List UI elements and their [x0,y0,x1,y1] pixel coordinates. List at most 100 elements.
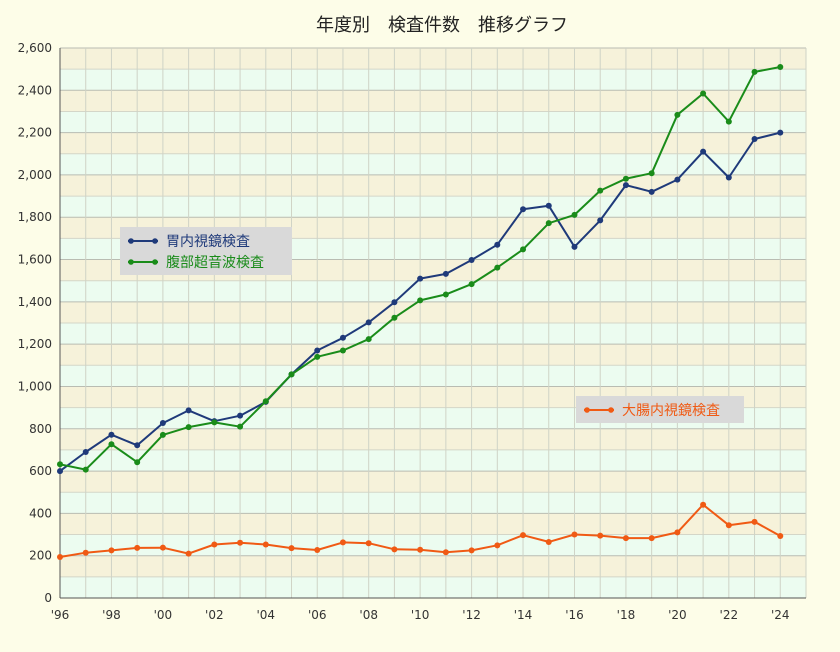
data-point [417,546,424,553]
plot-band [60,449,806,472]
data-point [57,461,63,468]
data-point [520,206,527,213]
legend-label: 胃内視鏡検査 [166,234,250,250]
data-point [545,220,552,227]
data-point [648,535,655,542]
data-point [339,334,346,341]
data-point [442,291,449,298]
data-point [417,275,424,282]
data-point [134,459,141,466]
legend-swatch-marker [584,407,590,413]
data-point [159,544,166,551]
data-point [751,135,758,142]
data-point [725,174,732,181]
legend-item: 大腸内視鏡検査 [584,403,720,419]
data-point [185,407,192,414]
x-tick-label: '02 [205,608,224,622]
data-point [365,336,372,343]
plot-band [60,492,806,514]
data-point [622,535,629,542]
legend-label: 大腸内視鏡検査 [622,403,720,419]
data-point [700,90,707,97]
plot-band [60,555,806,577]
legend-item: 胃内視鏡検査 [128,234,250,250]
data-point [700,501,707,508]
legend-label: 腹部超音波検査 [166,254,264,271]
data-point [494,241,501,248]
data-point [314,353,321,360]
chart-title: 年度別 検査件数 推移グラフ [316,15,568,36]
data-point [391,314,398,321]
data-point [185,550,192,557]
data-point [597,217,604,224]
data-point [597,187,604,194]
data-point [82,549,89,556]
plot-band [60,111,806,133]
x-tick-label: '98 [102,608,121,622]
x-tick-label: '06 [308,608,327,622]
y-tick-label: 1,000 [18,379,52,393]
data-point [237,423,244,430]
data-point [751,518,758,525]
x-tick-label: '12 [462,608,481,622]
y-tick-label: 2,600 [18,41,52,55]
data-point [108,441,115,448]
plot-band [60,153,806,175]
x-tick-label: '96 [51,608,70,622]
data-point [468,547,475,554]
x-tick-label: '04 [257,608,276,622]
y-tick-label: 200 [29,549,52,563]
data-point [262,541,269,548]
y-tick-label: 2,400 [18,83,52,97]
plot-band [60,365,806,387]
data-point [211,419,218,426]
data-point [777,129,784,136]
series-3 [57,501,784,560]
data-point [597,532,604,539]
y-tick-label: 1,800 [18,210,52,224]
plot-band [60,428,806,450]
data-point [648,170,655,177]
data-point [314,347,321,354]
x-tick-label: '18 [617,608,636,622]
data-point [520,532,527,539]
x-axis-tick-labels: '96 '98 '00 '02 '04 '06 '08 '10 '12 '14 '16 '18 '20 '… [51,608,790,622]
data-point [725,118,732,125]
legend: 大腸内視鏡検査 [576,396,744,423]
data-point [159,420,166,427]
data-point [494,264,501,271]
data-point [700,148,707,155]
data-point [82,449,89,456]
legend-background [120,227,292,275]
data-point [365,319,372,326]
data-point [108,431,115,438]
data-point [674,176,681,183]
data-point [417,297,424,304]
data-point [648,188,655,195]
legend-swatch-marker [152,238,158,244]
plot-band [60,132,806,154]
data-point [134,442,141,449]
data-point [365,540,372,547]
plot-band [60,174,806,197]
data-point [571,211,578,218]
x-tick-label: '08 [359,608,378,622]
data-point [237,539,244,546]
data-point [211,541,218,548]
y-tick-label: 2,000 [18,168,52,182]
data-point [159,431,166,438]
data-point [777,64,784,71]
data-point [468,281,475,288]
data-point [442,270,449,277]
y-tick-label: 0 [44,591,52,605]
data-point [622,182,629,189]
data-point [674,529,681,536]
y-tick-label: 1,400 [18,295,52,309]
data-point [314,546,321,553]
data-point [108,547,115,554]
series-2 [57,64,784,473]
x-tick-label: '22 [720,608,739,622]
